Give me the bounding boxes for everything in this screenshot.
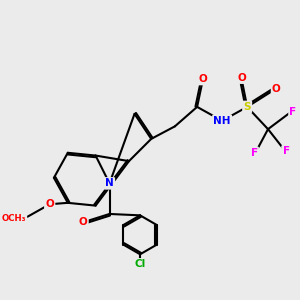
Text: O: O [45,199,54,209]
Text: F: F [250,148,258,158]
Text: S: S [243,102,251,112]
Text: O: O [198,74,207,84]
Text: N: N [105,178,114,188]
Text: F: F [283,146,290,156]
Text: O: O [237,73,246,83]
Text: NH: NH [213,116,231,126]
Text: O: O [79,217,88,227]
Text: OCH₃: OCH₃ [2,214,26,223]
Text: Cl: Cl [134,259,146,269]
Text: F: F [290,107,297,118]
Text: O: O [272,84,281,94]
